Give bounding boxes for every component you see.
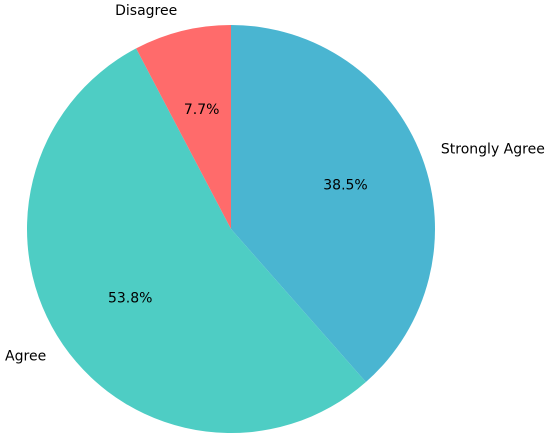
slice-label: Strongly Agree (441, 142, 545, 158)
value-label: 53.8% (108, 290, 152, 306)
slice-label: Agree (5, 348, 46, 364)
value-label: 7.7% (184, 102, 220, 118)
pie-slice (136, 25, 231, 229)
pie-slice (27, 48, 366, 433)
pie-slice (231, 25, 435, 383)
value-label: 38.5% (323, 178, 367, 194)
slice-label: Disagree (115, 3, 177, 19)
